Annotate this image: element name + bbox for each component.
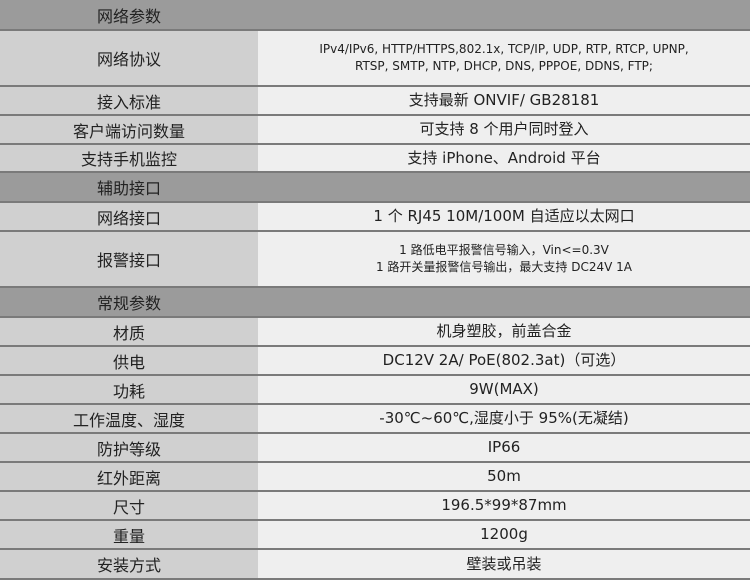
spec-label: 报警接口 — [0, 232, 258, 286]
spec-label: 防护等级 — [0, 434, 258, 461]
spec-value: IP66 — [258, 434, 750, 461]
spec-value: 1 路低电平报警信号输入，Vin<=0.3V 1 路开关量报警信号输出，最大支持… — [258, 232, 750, 286]
spec-row: 材质 机身塑胶，前盖合金 — [0, 318, 750, 347]
spec-label: 支持手机监控 — [0, 145, 258, 171]
spec-row: 工作温度、湿度 -30℃~60℃,湿度小于 95%(无凝结) — [0, 405, 750, 434]
spec-row: 功耗 9W(MAX) — [0, 376, 750, 405]
spec-label: 安装方式 — [0, 550, 258, 578]
section-title: 常规参数 — [96, 294, 161, 313]
spec-label: 尺寸 — [0, 492, 258, 519]
section-header: 辅助接口 — [0, 173, 750, 203]
spec-label: 客户端访问数量 — [0, 116, 258, 143]
spec-label: 网络接口 — [0, 203, 258, 230]
spec-label: 工作温度、湿度 — [0, 405, 258, 432]
spec-row: 安装方式 壁装或吊装 — [0, 550, 750, 580]
spec-value: 壁装或吊装 — [258, 550, 750, 578]
spec-label: 红外距离 — [0, 463, 258, 490]
spec-value: 1 个 RJ45 10M/100M 自适应以太网口 — [258, 203, 750, 230]
spec-label: 供电 — [0, 347, 258, 374]
spec-label: 功耗 — [0, 376, 258, 403]
spec-row: 网络接口 1 个 RJ45 10M/100M 自适应以太网口 — [0, 203, 750, 232]
section-title: 辅助接口 — [96, 179, 161, 198]
spec-row: 供电 DC12V 2A/ PoE(802.3at)（可选） — [0, 347, 750, 376]
spec-value: IPv4/IPv6, HTTP/HTTPS,802.1x, TCP/IP, UD… — [258, 31, 750, 85]
spec-value: 支持 iPhone、Android 平台 — [258, 145, 750, 171]
spec-label: 接入标准 — [0, 87, 258, 114]
spec-label: 重量 — [0, 521, 258, 548]
spec-value: -30℃~60℃,湿度小于 95%(无凝结) — [258, 405, 750, 432]
spec-row: 支持手机监控 支持 iPhone、Android 平台 — [0, 145, 750, 173]
section-title: 网络参数 — [96, 6, 161, 26]
spec-row: 客户端访问数量 可支持 8 个用户同时登入 — [0, 116, 750, 145]
spec-value: 50m — [258, 463, 750, 490]
spec-row: 防护等级 IP66 — [0, 434, 750, 463]
spec-value: 支持最新 ONVIF/ GB28181 — [258, 87, 750, 114]
spec-row: 网络协议 IPv4/IPv6, HTTP/HTTPS,802.1x, TCP/IP… — [0, 31, 750, 87]
spec-value: 9W(MAX) — [258, 376, 750, 403]
spec-label: 材质 — [0, 318, 258, 345]
spec-value: 196.5*99*87mm — [258, 492, 750, 519]
spec-label: 网络协议 — [0, 31, 258, 85]
spec-row: 重量 1200g — [0, 521, 750, 550]
spec-row: 红外距离 50m — [0, 463, 750, 492]
spec-value: 1200g — [258, 521, 750, 548]
spec-row: 接入标准 支持最新 ONVIF/ GB28181 — [0, 87, 750, 116]
spec-row: 报警接口 1 路低电平报警信号输入，Vin<=0.3V 1 路开关量报警信号输出，… — [0, 232, 750, 288]
spec-row: 尺寸 196.5*99*87mm — [0, 492, 750, 521]
section-header: 网络参数 — [0, 0, 750, 31]
spec-value: 机身塑胶，前盖合金 — [258, 318, 750, 345]
spec-value: DC12V 2A/ PoE(802.3at)（可选） — [258, 347, 750, 374]
section-header: 常规参数 — [0, 288, 750, 318]
spec-value: 可支持 8 个用户同时登入 — [258, 116, 750, 143]
